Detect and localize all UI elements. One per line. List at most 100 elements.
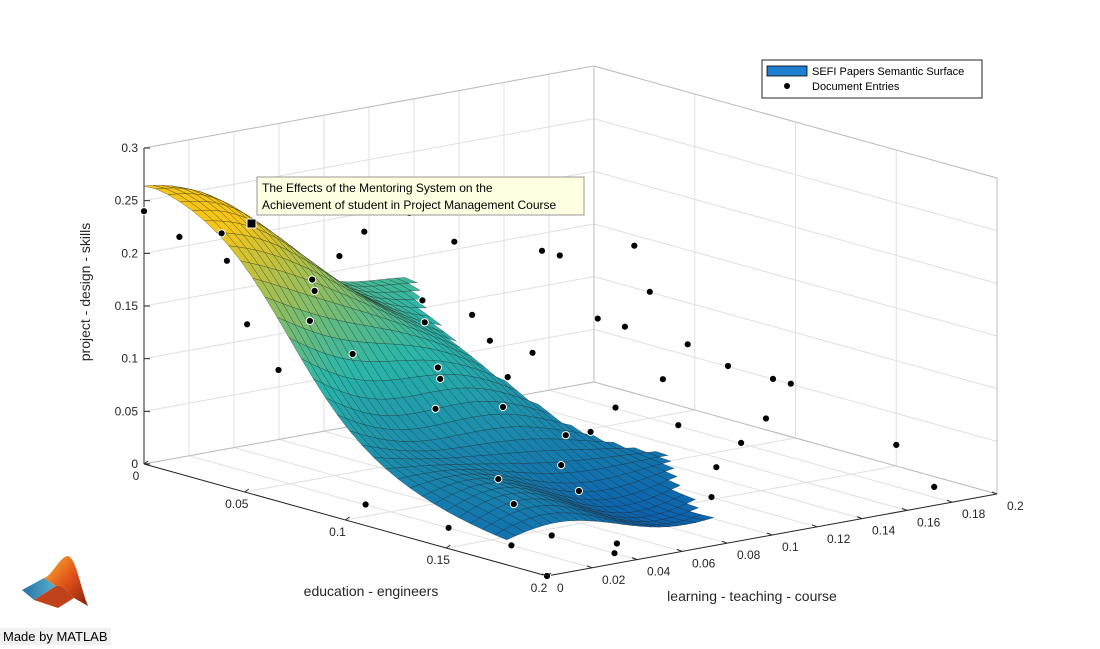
document-entry-point — [528, 348, 537, 357]
document-entry-point — [737, 438, 746, 447]
document-entry-point — [308, 275, 317, 284]
semantic-surface — [143, 185, 715, 541]
y-tick-label: 0.15 — [427, 553, 451, 567]
document-entry-point — [222, 256, 231, 265]
document-entry-point — [139, 207, 149, 216]
document-entry-point — [537, 246, 547, 255]
document-entry-point — [175, 232, 184, 241]
document-entry-point — [612, 539, 622, 548]
tick-mark — [991, 491, 998, 495]
document-entry-point — [485, 336, 494, 345]
document-entry-point — [433, 363, 442, 372]
document-entry-point — [217, 229, 226, 238]
made-by-matlab-caption: Made by MATLAB — [0, 628, 111, 645]
box-edge — [143, 65, 595, 149]
tick-mark — [445, 544, 451, 549]
document-entry-point — [335, 252, 344, 261]
surface-patch — [494, 529, 517, 541]
x-tick-label: 0.12 — [827, 532, 851, 546]
tick-mark — [766, 532, 773, 536]
grid-line — [593, 223, 998, 337]
x-axis-label: learning - teaching - course — [667, 588, 837, 604]
document-entry-point — [274, 365, 283, 375]
document-entry-point — [547, 531, 556, 540]
document-entry-point — [450, 237, 459, 246]
legend-entry-points: Document Entries — [812, 81, 900, 93]
z-tick-label: 0.2 — [121, 246, 138, 260]
y-tick-label: 0.05 — [225, 497, 249, 511]
document-entry-point — [509, 500, 518, 509]
grid-line — [593, 170, 998, 284]
document-entry-point — [468, 310, 477, 319]
document-entry-point — [707, 493, 716, 502]
axis-ticks: 0 0.05 0.1 0.15 0.2 0.25 0.3 0 0.05 0.1 0.15 0.2 0 0.… — [115, 141, 1024, 595]
z-tick-label: 0.25 — [115, 194, 139, 208]
grid-line — [593, 276, 998, 390]
document-entry-point — [761, 414, 771, 423]
x-tick-label: 0 — [557, 581, 564, 595]
document-entry-point — [243, 320, 252, 329]
datatip-marker — [246, 218, 257, 229]
document-entry-point — [444, 523, 453, 532]
z-tick-label: 0.05 — [115, 404, 139, 418]
document-entry-point — [348, 349, 357, 359]
document-entry-point — [658, 375, 668, 384]
grid-line — [143, 118, 595, 202]
x-tick-label: 0.02 — [602, 573, 626, 587]
x-tick-label: 0.18 — [962, 507, 986, 521]
document-entry-point — [930, 482, 939, 491]
x-tick-label: 0.06 — [692, 556, 716, 570]
document-entry-point — [420, 318, 429, 327]
document-entry-point — [674, 421, 683, 430]
tick-mark — [901, 507, 908, 511]
document-entry-point — [431, 404, 440, 413]
document-entry-point — [892, 440, 901, 449]
document-entry-point — [555, 251, 564, 260]
document-entry-point — [561, 431, 570, 440]
document-points — [139, 207, 939, 581]
document-entry-point — [610, 549, 619, 558]
document-entry-point — [683, 340, 692, 349]
box-edge — [593, 65, 998, 179]
grid-line — [593, 328, 998, 442]
document-entry-point — [574, 486, 584, 496]
tick-mark — [244, 488, 250, 493]
document-entry-point — [418, 296, 427, 305]
x-tick-label: 0.08 — [737, 548, 761, 562]
document-entry-point — [593, 314, 602, 323]
document-entry-point — [436, 374, 445, 383]
x-tick-label: 0.2 — [1007, 499, 1024, 513]
x-tick-label: 0.14 — [872, 524, 896, 538]
x-tick-label: 0.04 — [647, 565, 671, 579]
document-entry-point — [310, 286, 319, 295]
matlab-membrane-logo-icon — [22, 556, 88, 608]
tick-mark — [631, 557, 638, 561]
legend[interactable]: SEFI Papers Semantic Surface Document En… — [761, 59, 983, 99]
document-entry-point — [507, 541, 516, 550]
document-entry-point — [586, 427, 595, 436]
datatip-box — [256, 176, 585, 216]
document-entry-point — [611, 403, 620, 412]
document-entry-point — [645, 287, 654, 296]
tick-mark — [721, 540, 728, 544]
z-tick-label: 0 — [131, 457, 138, 471]
grid-line — [593, 118, 998, 232]
y-tick-label: 0.1 — [329, 525, 346, 539]
z-tick-label: 0.3 — [121, 141, 138, 155]
document-entry-point — [723, 361, 733, 371]
y-tick-label: 0 — [133, 469, 140, 483]
box-edge — [593, 381, 998, 495]
datatip-line-2: Achievement of student in Project Manage… — [262, 198, 556, 212]
y-tick-label: 0.2 — [531, 581, 548, 595]
document-entry-point — [503, 373, 512, 382]
z-axis-label: project - design - skills — [77, 223, 93, 362]
x-tick-label: 0.16 — [917, 515, 941, 529]
document-entry-point — [557, 461, 566, 470]
tick-mark — [946, 499, 953, 503]
datatip-line-1: The Effects of the Mentoring System on t… — [262, 181, 493, 195]
document-entry-point — [712, 463, 721, 472]
document-entry-point — [494, 475, 503, 484]
document-entry-point — [768, 374, 778, 383]
datatip[interactable]: The Effects of the Mentoring System on t… — [246, 176, 585, 229]
